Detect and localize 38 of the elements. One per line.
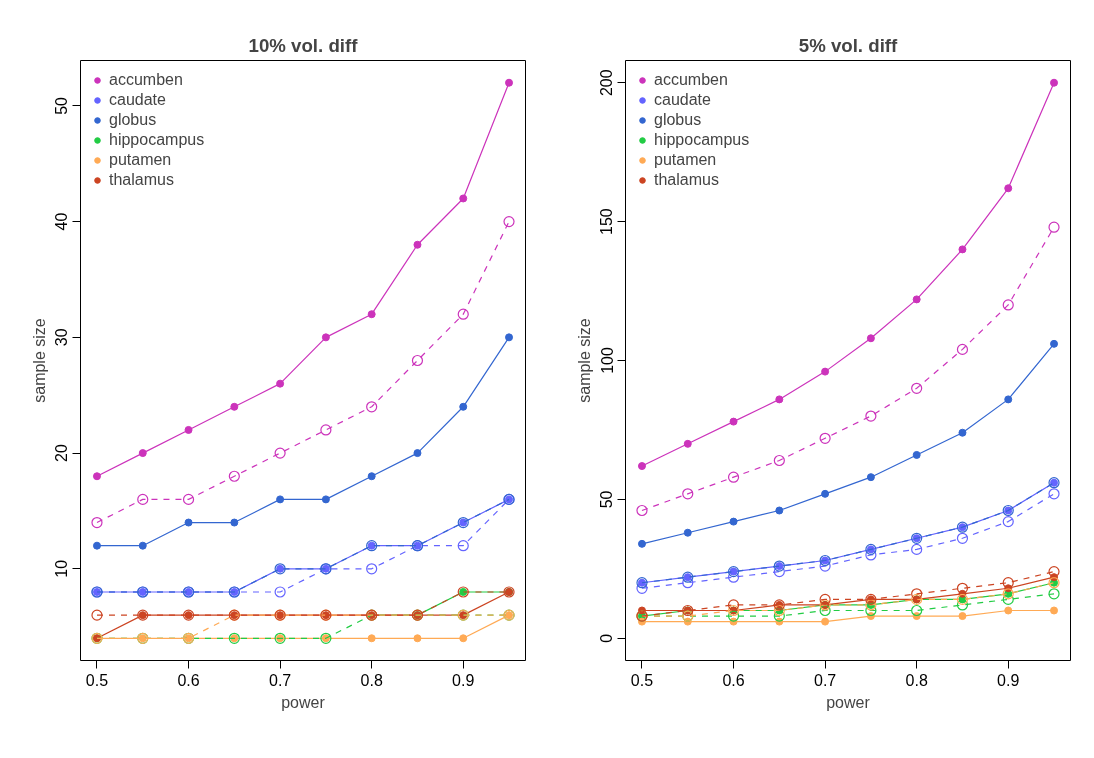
legend-label: hippocampus: [654, 131, 750, 149]
x-tick-label: 0.9: [997, 671, 1020, 689]
x-tick-label: 0.9: [452, 671, 475, 689]
legend-label: caudate: [109, 91, 166, 109]
chart-title: 5% vol. diff: [798, 34, 899, 56]
x-axis-title: power: [281, 693, 326, 711]
x-axis-title: power: [826, 693, 871, 711]
y-axis-title: sample size: [575, 318, 593, 403]
y-tick-label: 10: [53, 559, 71, 578]
y-tick-label: 150: [598, 208, 616, 235]
x-tick-label: 0.8: [905, 671, 928, 689]
x-tick-label: 0.6: [177, 671, 200, 689]
legend-label: hippocampus: [109, 131, 205, 149]
y-axis-title: sample size: [30, 318, 48, 403]
chart-title: 10% vol. diff: [248, 34, 359, 56]
legend-label: putamen: [109, 151, 172, 169]
legend-label: thalamus: [654, 171, 719, 189]
x-tick-label: 0.7: [268, 671, 292, 689]
y-tick-label: 200: [598, 69, 616, 97]
y-tick-label: 100: [598, 347, 616, 374]
y-tick-label: 30: [53, 328, 71, 347]
y-tick-label: 40: [53, 212, 71, 231]
y-tick-label: 0: [598, 633, 616, 643]
x-tick-label: 0.5: [85, 671, 109, 689]
legend-label: accumben: [109, 71, 183, 89]
legend-label: putamen: [654, 151, 717, 169]
x-tick-label: 0.8: [360, 671, 383, 689]
y-tick-label: 20: [53, 444, 71, 462]
x-tick-label: 0.5: [630, 671, 654, 689]
x-tick-label: 0.7: [813, 671, 837, 689]
y-tick-label: 50: [598, 490, 616, 509]
y-tick-label: 50: [53, 96, 71, 115]
x-tick-label: 0.6: [722, 671, 745, 689]
legend-label: globus: [654, 111, 702, 129]
legend-label: accumben: [654, 71, 728, 89]
legend-label: caudate: [654, 91, 711, 109]
legend-label: thalamus: [109, 171, 174, 189]
legend-label: globus: [109, 111, 157, 129]
